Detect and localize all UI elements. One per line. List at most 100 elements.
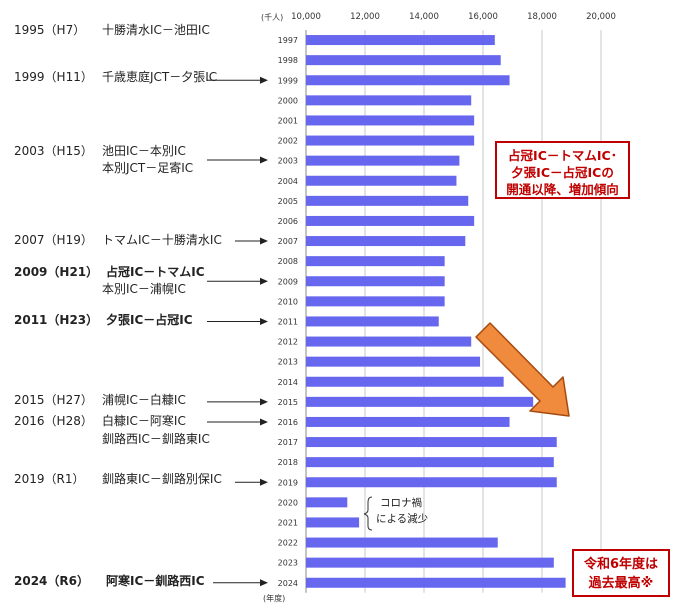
annotation-arrow-head — [260, 398, 268, 406]
record-callout: 令和6年度は 過去最高※ — [572, 549, 670, 597]
bar — [306, 477, 557, 488]
annotation-arrow-head — [260, 317, 268, 325]
x-tick-label: 20,000 — [586, 12, 616, 22]
annotation-section: 釧路東IC－釧路別保IC — [102, 471, 222, 486]
year-label: 1997 — [278, 36, 298, 45]
year-label: 2012 — [278, 338, 298, 347]
year-label: 2002 — [278, 137, 298, 146]
year-label: 2016 — [278, 418, 298, 427]
bar — [306, 557, 554, 568]
annotation-section: 阿寒IC－釧路西IC — [106, 573, 205, 588]
year-label: 2003 — [278, 157, 298, 166]
annotation-year: 2016（H28） — [14, 414, 93, 428]
annotation-year: 1995（H7） — [14, 23, 85, 37]
annotations: 1995（H7） 十勝清水IC－池田IC 1999（H11） 千歳恵庭JCT－夕張IC… — [14, 22, 268, 588]
annotation-section: 千歳恵庭JCT－夕張IC — [102, 69, 217, 84]
annotation-section: 白糠IC－阿寒IC — [102, 413, 186, 428]
annotation-section: 十勝清水IC－池田IC — [102, 22, 210, 37]
annotation-section: トマムIC－十勝清水IC — [102, 232, 222, 247]
year-label: 2006 — [278, 217, 298, 226]
annotation-year: 2009（H21） — [14, 264, 98, 279]
year-label: 2018 — [278, 458, 298, 467]
covid-brace — [363, 496, 373, 531]
increase-trend-arrow — [475, 322, 570, 417]
bar — [306, 115, 475, 126]
grid-lines — [305, 30, 602, 593]
trend-callout: 占冠IC－トマムIC･ 夕張IC－占冠ICの 開通以降、増加傾向 — [495, 141, 630, 199]
year-label: 2023 — [278, 559, 298, 568]
trend-callout-line2: 夕張IC－占冠ICの — [511, 165, 614, 180]
bar — [306, 135, 475, 146]
trend-callout-line3: 開通以降、増加傾向 — [506, 182, 619, 197]
annotation-section-2: 本別IC－浦幌IC — [102, 281, 186, 296]
record-callout-line1: 令和6年度は — [583, 557, 659, 572]
bar — [306, 296, 445, 307]
year-label: 2000 — [278, 96, 298, 105]
x-tick-label: 16,000 — [468, 12, 498, 22]
trend-callout-line1: 占冠IC－トマムIC･ — [508, 148, 617, 163]
covid-note-line1: コロナ禍 — [380, 496, 422, 509]
year-label: 2011 — [278, 317, 298, 326]
annotation-section: 占冠IC－トマムIC — [106, 264, 205, 279]
bar — [306, 75, 510, 86]
bar — [306, 55, 501, 66]
unit-label: (千人) — [261, 12, 283, 22]
bar — [306, 316, 439, 327]
bar — [306, 95, 472, 106]
bar — [306, 215, 475, 226]
bar — [306, 416, 510, 427]
year-label: 2020 — [278, 498, 298, 507]
bar — [306, 497, 348, 508]
annotation-section: 浦幌IC－白糠IC — [102, 392, 186, 407]
annotation-year: 2019（R1） — [14, 472, 85, 486]
annotation-arrow-head — [260, 478, 268, 486]
x-tick-label: 14,000 — [409, 12, 439, 22]
year-label: 2017 — [278, 438, 298, 447]
annotation-year: 2024（R6） — [14, 573, 89, 588]
year-labels: 1997 1998 1999 2000 2001 2002 2003 2004 2005 2006… — [278, 36, 298, 588]
annotation-arrow-head — [260, 418, 268, 426]
year-label: 2022 — [278, 539, 298, 548]
bar — [306, 396, 534, 407]
x-tick-label: 12,000 — [350, 12, 380, 22]
bars — [306, 35, 566, 588]
bar — [306, 155, 460, 166]
year-label: 1998 — [278, 56, 298, 65]
year-label: 2009 — [278, 277, 298, 286]
bar — [306, 236, 466, 247]
bar — [306, 437, 557, 448]
bar — [306, 336, 472, 347]
bar — [306, 376, 504, 387]
annotation-year: 2007（H19） — [14, 233, 93, 247]
annotation-arrow-head — [260, 277, 268, 285]
year-label: 2001 — [278, 116, 298, 125]
annotation-year: 2011（H23） — [14, 312, 98, 327]
annotation-section: 夕張IC－占冠IC — [106, 312, 193, 327]
bar — [306, 256, 445, 267]
year-label: 2004 — [278, 177, 298, 186]
year-label: 2008 — [278, 257, 298, 266]
year-label: 2014 — [278, 378, 298, 387]
year-label: 2005 — [278, 197, 298, 206]
bar — [306, 577, 566, 588]
year-label: 1999 — [278, 76, 298, 85]
annotation-arrow-head — [260, 579, 268, 587]
bar — [306, 537, 498, 548]
annotation-section-2: 釧路西IC－釧路東IC — [102, 431, 210, 446]
annotation-section: 池田IC－本別IC — [102, 144, 186, 158]
x-tick-labels: 10,000 12,000 14,000 16,000 18,000 20,000 — [291, 12, 616, 22]
year-label: 2007 — [278, 237, 298, 246]
bar — [306, 356, 481, 367]
bar — [306, 195, 469, 206]
year-label: 2024 — [278, 579, 298, 588]
year-label: 2019 — [278, 478, 298, 487]
annotation-arrow-head — [260, 237, 268, 245]
bar — [306, 35, 495, 46]
axis-label: (年度) — [263, 593, 285, 603]
annotation-year: 2015（H27） — [14, 393, 93, 407]
annotation-section-2: 本別JCT－足寄IC — [102, 160, 193, 175]
year-label: 2010 — [278, 297, 298, 306]
annotation-year: 2003（H15） — [14, 144, 93, 158]
annotation-year: 1999（H11） — [14, 70, 93, 84]
